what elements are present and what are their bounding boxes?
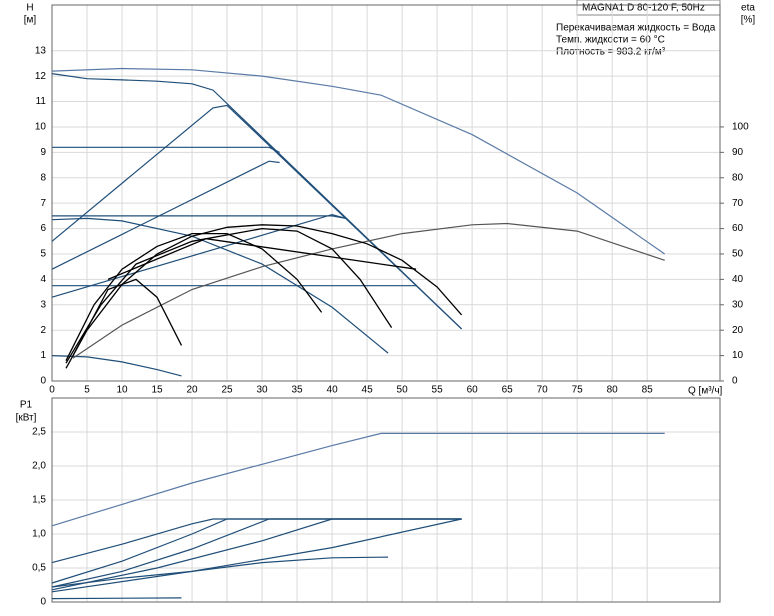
- curve: [51, 518, 462, 593]
- y-tick-label: 0: [40, 597, 46, 608]
- plot-frame: [51, 397, 721, 603]
- x-tick-label: 60: [467, 385, 479, 396]
- x-tick-label: 70: [537, 385, 549, 396]
- y-tick-label: 1: [40, 350, 46, 361]
- y2-tick-label: 0: [732, 376, 738, 387]
- y2-tick-label: 10: [732, 350, 744, 361]
- y-tick-label: 5: [40, 249, 46, 260]
- y2-tick-label: 70: [732, 198, 744, 209]
- x-tick-label: 75: [572, 385, 584, 396]
- plot-frame: [51, 4, 721, 382]
- curve: [72, 222, 665, 359]
- y-tick-label: 1,0: [32, 529, 46, 540]
- y-tick-label: 13: [35, 45, 47, 56]
- x-tick-label: 45: [362, 385, 374, 396]
- chart-title: MAGNA1 D 80-120 F, 50Hz: [582, 3, 705, 14]
- x-tick-label: 5: [84, 385, 90, 396]
- curve: [51, 597, 182, 600]
- x-tick-label: 80: [607, 385, 619, 396]
- y2-tick-label: 60: [732, 223, 744, 234]
- y-tick-label: 4: [40, 274, 46, 285]
- x-tick-label: 35: [292, 385, 304, 396]
- y-tick-label: 1,5: [32, 495, 46, 506]
- curve: [65, 227, 393, 364]
- curve: [51, 518, 462, 591]
- y-tick-label: 9: [40, 147, 46, 158]
- x-tick-label: 65: [502, 385, 514, 396]
- y2-tick-label: 100: [732, 122, 749, 133]
- y-axis-unit: [кВт]: [16, 413, 37, 424]
- x-tick-label: 10: [116, 385, 128, 396]
- x-tick-label: 55: [432, 385, 444, 396]
- curve: [107, 238, 417, 281]
- y-axis-label: H: [26, 3, 33, 14]
- x-tick-label: 50: [397, 385, 409, 396]
- y-tick-label: 2: [40, 325, 46, 336]
- y-tick-label: 0: [40, 376, 46, 387]
- x-tick-label: 15: [151, 385, 163, 396]
- curve: [51, 432, 665, 527]
- y-tick-label: 2,0: [32, 461, 46, 472]
- curve: [51, 556, 389, 588]
- y-tick-label: 12: [35, 71, 47, 82]
- curve: [51, 67, 666, 255]
- x-tick-label: 85: [642, 385, 654, 396]
- y-axis-label: P1: [20, 400, 33, 411]
- y-tick-label: 8: [40, 172, 46, 183]
- y-tick-label: 0,5: [32, 563, 46, 574]
- annotation: Перекачиваемая жидкость = Вода: [556, 23, 716, 34]
- y2-axis-unit: [%]: [741, 15, 756, 26]
- x-tick-label: 40: [327, 385, 339, 396]
- x-tick-label: 0: [49, 385, 55, 396]
- x-tick-label: 30: [257, 385, 269, 396]
- y2-tick-label: 80: [732, 172, 744, 183]
- y2-tick-label: 50: [732, 249, 744, 260]
- y2-tick-label: 40: [732, 274, 744, 285]
- curve: [65, 232, 323, 361]
- curve: [51, 518, 462, 564]
- curve: [51, 73, 463, 330]
- y-tick-label: 3: [40, 299, 46, 310]
- y2-tick-label: 30: [732, 299, 744, 310]
- y-tick-label: 6: [40, 223, 46, 234]
- annotation: Темп. жидкости = 60 °C: [556, 35, 665, 46]
- annotation: Плотность = 983.2 кг/м³: [556, 47, 666, 58]
- y-tick-label: 7: [40, 198, 46, 209]
- curve: [72, 278, 183, 356]
- x-axis-label: Q [м³/ч]: [688, 386, 723, 397]
- y-tick-label: 11: [36, 96, 47, 107]
- y-tick-label: 10: [35, 122, 47, 133]
- curve: [51, 104, 463, 330]
- y2-axis-label: eta: [741, 3, 755, 14]
- curve: [51, 160, 280, 270]
- y-axis-unit: [м]: [24, 15, 37, 26]
- curve: [52, 215, 347, 219]
- x-tick-label: 20: [186, 385, 198, 396]
- y-tick-label: 2,5: [32, 427, 46, 438]
- y2-tick-label: 20: [732, 325, 744, 336]
- curve: [52, 146, 280, 153]
- y2-tick-label: 90: [732, 147, 744, 158]
- x-tick-label: 25: [221, 385, 233, 396]
